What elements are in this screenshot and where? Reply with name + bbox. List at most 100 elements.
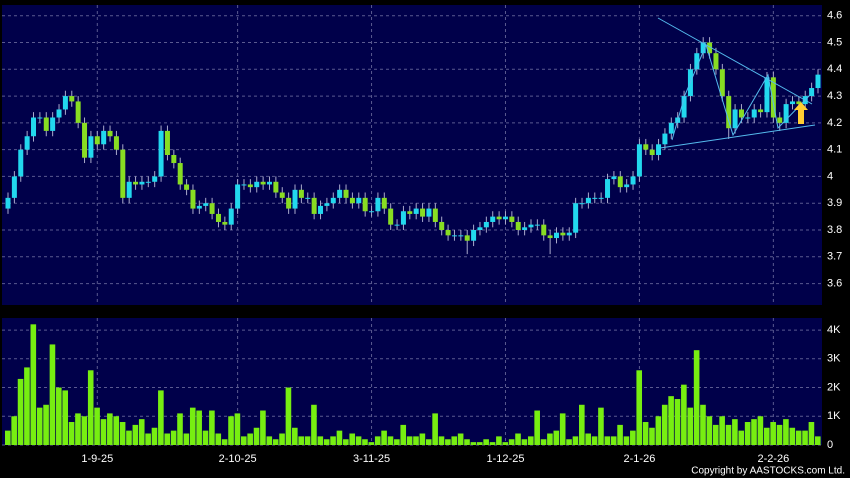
- candle-body: [809, 88, 815, 97]
- candle-body: [18, 149, 24, 177]
- volume-bar: [464, 439, 470, 445]
- y-tick-label: 3.7: [827, 251, 842, 263]
- candle-body: [694, 53, 700, 70]
- candle-body: [413, 208, 419, 214]
- volume-bar: [457, 433, 464, 445]
- volume-bar: [221, 439, 228, 445]
- volume-bar: [164, 433, 171, 445]
- volume-bar: [725, 424, 732, 445]
- candle-body: [592, 197, 598, 199]
- volume-bar: [330, 436, 336, 445]
- volume-bar: [438, 436, 445, 445]
- wave-line: [671, 43, 811, 141]
- candle-body: [101, 130, 107, 145]
- candle-body: [541, 224, 547, 236]
- volume-bar: [151, 427, 158, 445]
- candle-body: [62, 96, 68, 110]
- candle-body: [726, 96, 732, 129]
- volume-bar: [744, 422, 751, 445]
- candle-body: [738, 109, 744, 118]
- volume-bar: [343, 439, 349, 445]
- candle-body: [439, 221, 445, 230]
- candle-body: [573, 203, 579, 233]
- volume-bar: [43, 404, 49, 445]
- y-tick-label: 1K: [827, 410, 841, 422]
- candle-body: [266, 181, 272, 185]
- candle-body: [579, 203, 585, 205]
- candle-body: [458, 235, 464, 237]
- volume-bar: [553, 430, 560, 445]
- volume-bar: [17, 378, 24, 445]
- candle-body: [534, 224, 540, 226]
- candle-body: [50, 117, 56, 131]
- volume-bar: [298, 436, 304, 445]
- candle-body: [451, 235, 457, 237]
- volume-bar: [234, 413, 241, 445]
- volume-bar: [572, 436, 579, 445]
- volume-bar: [100, 419, 107, 445]
- volume-bar: [751, 419, 757, 445]
- candle-body: [681, 96, 687, 118]
- y-tick-label: 4.3: [827, 90, 842, 102]
- x-tick-label: 1-9-25: [81, 453, 113, 465]
- volume-bar: [75, 413, 81, 445]
- volume-bar: [374, 436, 381, 445]
- candle-body: [126, 181, 132, 198]
- volume-bar: [585, 433, 591, 445]
- y-tick-label: 4.4: [827, 63, 842, 75]
- volume-bar: [521, 439, 528, 445]
- volume-bar: [355, 436, 362, 445]
- volume-bar: [802, 430, 808, 445]
- volume-bar: [719, 416, 725, 445]
- candle-body: [324, 203, 330, 206]
- volume-bar: [540, 439, 547, 445]
- candle-body: [432, 208, 438, 222]
- price-panel: [2, 5, 822, 305]
- candle-body: [43, 117, 49, 131]
- candle-body: [477, 227, 483, 230]
- volume-bar: [279, 433, 285, 445]
- candle-body: [764, 77, 770, 113]
- volume-bar: [56, 387, 62, 445]
- candle-body: [656, 144, 662, 155]
- volume-bar: [476, 442, 483, 445]
- volume-bar: [400, 424, 407, 445]
- volume-bar: [636, 370, 643, 445]
- arrow-icon: [794, 102, 808, 124]
- volume-bar: [559, 413, 566, 445]
- volume-bar: [189, 407, 196, 445]
- volume-bar: [783, 419, 789, 445]
- candle-body: [611, 176, 617, 180]
- volume-bar: [732, 419, 738, 445]
- candle-body: [107, 130, 113, 137]
- volume-bar: [419, 433, 426, 445]
- candle-body: [770, 77, 776, 118]
- volume-bar: [132, 424, 139, 445]
- volume-bar: [126, 430, 132, 445]
- candle-body: [190, 189, 196, 209]
- candle-body: [184, 184, 190, 190]
- volume-bar: [483, 439, 489, 445]
- y-tick-label: 4: [827, 170, 833, 182]
- candle-body: [528, 224, 534, 228]
- volume-bar: [240, 436, 247, 445]
- candle-body: [636, 144, 642, 177]
- candle-body: [260, 181, 266, 185]
- volume-bar: [738, 430, 745, 445]
- volume-bar: [432, 413, 438, 445]
- volume-bar: [209, 410, 215, 445]
- candle-body: [649, 149, 655, 155]
- volume-bar: [177, 413, 183, 445]
- volume-bar: [94, 407, 100, 445]
- volume-bar: [381, 430, 387, 445]
- volume-bar: [566, 439, 572, 445]
- candle-body: [789, 101, 795, 105]
- y-tick-label: 4K: [827, 324, 841, 336]
- candle-body: [318, 205, 324, 214]
- volume-bar: [5, 430, 11, 445]
- candle-body: [215, 213, 221, 222]
- candle-body: [113, 136, 119, 150]
- volume-bar: [547, 433, 553, 445]
- candle-body: [783, 104, 789, 123]
